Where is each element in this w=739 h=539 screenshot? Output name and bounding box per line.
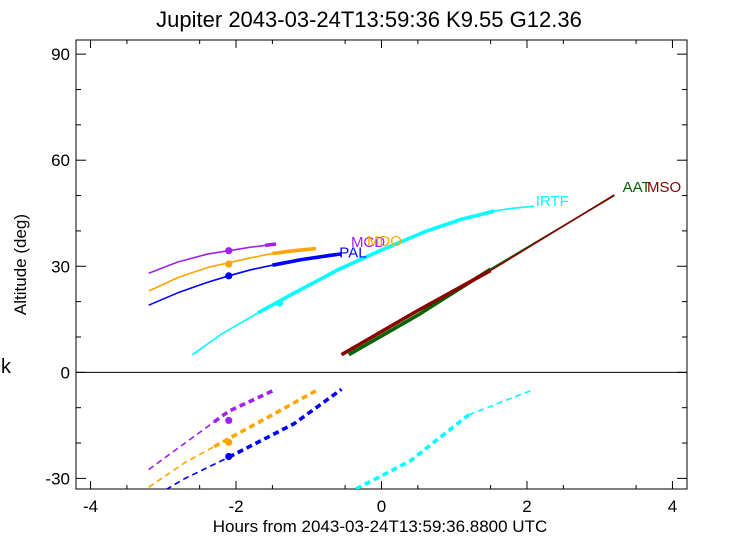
pal-below-horizon-line (165, 456, 230, 489)
mcd-below-horizon-line (148, 421, 215, 471)
pal-below-horizon-line-thick (227, 387, 343, 459)
mdo-marker-point (225, 260, 233, 268)
y-axis-label: Altitude (deg) (11, 214, 30, 315)
pal-series-label: PAL (339, 244, 366, 261)
x-tick-label: -4 (83, 497, 98, 516)
x-tick-label: 0 (377, 497, 386, 516)
mdo-series-line-thick (272, 246, 317, 256)
mso-series-label: MSO (647, 179, 681, 196)
irtf-series-line-end (494, 205, 535, 212)
chart-title: Jupiter 2043-03-24T13:59:36 K9.55 G12.36 (156, 7, 582, 32)
mdo-below-marker-point (225, 438, 233, 446)
pal-marker-point (225, 272, 233, 280)
pal-series-line (148, 264, 273, 306)
side-label: k (0, 357, 12, 380)
pal-below-marker-point (225, 452, 233, 461)
y-tick-label: 90 (51, 45, 70, 64)
mcd-series-line-thick (264, 242, 277, 248)
mcd-below-horizon-line-thick (213, 387, 277, 424)
mcd-series-label: MCD (351, 234, 385, 251)
irtf-series-line-thick (256, 209, 495, 315)
aat-series-label: AAT (623, 179, 651, 196)
mcd-below-marker-point (225, 416, 233, 425)
y-tick-label: 0 (61, 363, 70, 382)
y-tick-label: 60 (51, 151, 70, 170)
x-tick-label: 4 (668, 497, 677, 516)
mdo-series-line (148, 252, 273, 292)
mcd-series-line (148, 244, 266, 275)
axis-ticks: -4 -2 0 2 4 -30 0 30 60 90 (45, 40, 687, 516)
x-tick-label: -2 (228, 497, 243, 516)
mdo-series-label: MDO (367, 233, 402, 250)
x-axis-label: Hours from 2043-03-24T13:59:36.8800 UTC (213, 517, 548, 536)
mcd-marker-point (225, 247, 233, 255)
irtf-below-horizon-line-thick (355, 413, 470, 489)
irtf-series-label: IRTF (536, 193, 569, 210)
irtf-marker-point (276, 299, 284, 307)
irtf-series-line (191, 312, 259, 356)
y-tick-label: 30 (51, 257, 70, 276)
mdo-below-horizon-line-thick (213, 389, 317, 449)
mdo-below-horizon-line (148, 445, 215, 488)
mso-series-line (490, 194, 615, 272)
x-tick-label: 2 (522, 497, 531, 516)
mso-series-line-thick (340, 268, 492, 357)
y-tick-label: -30 (45, 469, 70, 488)
irtf-below-horizon-line (468, 388, 535, 416)
plot-frame (75, 39, 688, 490)
pal-series-line-thick (272, 252, 342, 267)
series-group (148, 194, 615, 489)
